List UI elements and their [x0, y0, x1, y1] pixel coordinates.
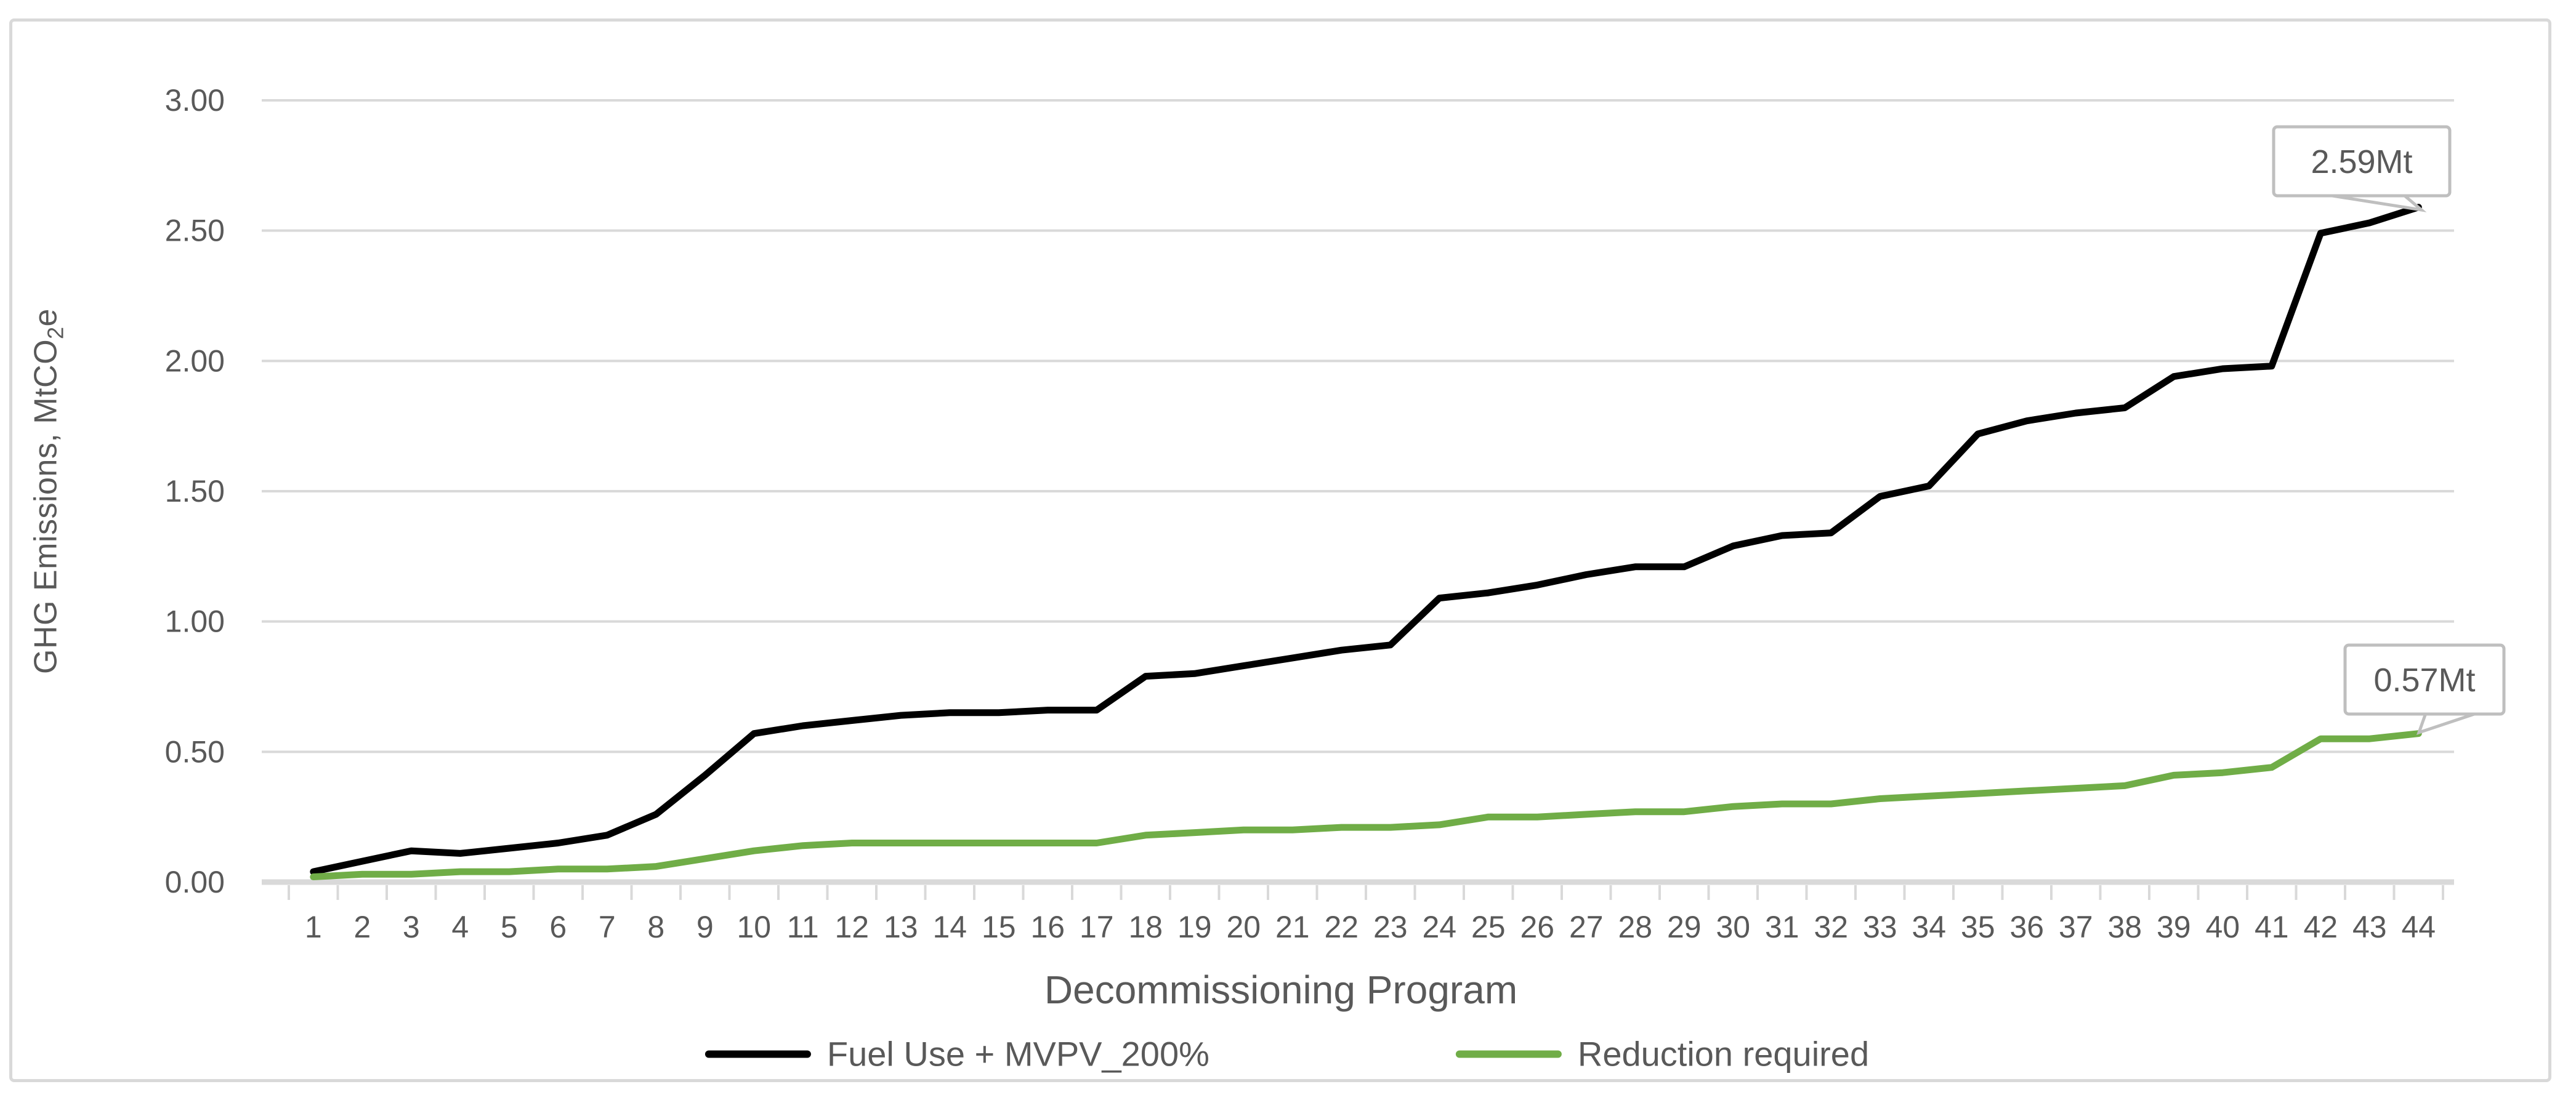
- x-tick-label: 6: [549, 910, 567, 944]
- x-tick-label: 3: [403, 910, 420, 944]
- y-tick-label: 0.00: [165, 865, 225, 899]
- x-tick-label: 21: [1275, 910, 1310, 944]
- x-tick-label: 28: [1618, 910, 1652, 944]
- x-tick-label: 29: [1667, 910, 1702, 944]
- x-tick-label: 38: [2107, 910, 2142, 944]
- x-tick-label: 11: [787, 910, 819, 944]
- legend-item-reduction-required: Reduction required: [1455, 1034, 1870, 1074]
- x-tick-label: 22: [1324, 910, 1359, 944]
- y-tick-label: 2.00: [165, 343, 225, 378]
- x-tick-label: 1: [305, 910, 322, 944]
- x-tick-label: 7: [599, 910, 616, 944]
- x-tick-label: 2: [353, 910, 371, 944]
- x-tick-label: 15: [982, 910, 1016, 944]
- x-tick-label: 33: [1863, 910, 1897, 944]
- x-tick-label: 19: [1177, 910, 1212, 944]
- legend-label-reduction-required: Reduction required: [1577, 1034, 1870, 1074]
- x-tick-label: 5: [501, 910, 518, 944]
- x-tick-label: 41: [2255, 910, 2289, 944]
- x-tick-label: 43: [2352, 910, 2387, 944]
- x-tick-label: 18: [1128, 910, 1163, 944]
- x-tick-label: 31: [1765, 910, 1799, 944]
- y-tick-label: 1.00: [165, 604, 225, 639]
- x-tick-label: 12: [834, 910, 869, 944]
- series-line-reduction-required: [310, 730, 2422, 880]
- x-tick-label: 4: [451, 910, 469, 944]
- x-tick-label: 27: [1569, 910, 1604, 944]
- x-tick-label: 20: [1226, 910, 1261, 944]
- x-tick-label: 37: [2059, 910, 2093, 944]
- x-tick-label: 30: [1716, 910, 1750, 944]
- x-tick-label: 16: [1030, 910, 1065, 944]
- y-tick-label: 2.50: [165, 214, 225, 248]
- callout-label-reduction-required: 0.57Mt: [2373, 662, 2475, 699]
- y-axis-title: GHG Emissions, MtCO2e: [27, 308, 68, 674]
- x-axis-title: Decommissioning Program: [1044, 968, 1518, 1012]
- y-axis-title-subscript: 2: [42, 326, 68, 339]
- callout-box-reduction-required: [2343, 643, 2506, 716]
- legend-label-fuel-use: Fuel Use + MVPV_200%: [826, 1034, 1209, 1074]
- x-tick-label: 10: [737, 910, 771, 944]
- legend-item-fuel-use: Fuel Use + MVPV_200%: [705, 1034, 1209, 1074]
- x-tick-label: 8: [647, 910, 664, 944]
- x-tick-label: 36: [2009, 910, 2044, 944]
- legend-line-swatch-black: [705, 1050, 811, 1058]
- legend-line-swatch-green: [1455, 1050, 1562, 1058]
- x-tick-label: 34: [1912, 910, 1946, 944]
- x-tick-label: 9: [696, 910, 714, 944]
- legend: Fuel Use + MVPV_200% Reduction required: [705, 1034, 1869, 1074]
- x-tick-label: 40: [2205, 910, 2240, 944]
- x-tick-label: 35: [1961, 910, 1995, 944]
- x-tick-label: 23: [1373, 910, 1408, 944]
- series-line-fuel-use-mvpv-200: [310, 204, 2422, 875]
- x-tick-label: 17: [1080, 910, 1114, 944]
- x-tick-label: 44: [2401, 910, 2436, 944]
- callout-label-fuel-use-mvpv-200: 2.59Mt: [2311, 143, 2412, 180]
- x-tick-label: 32: [1814, 910, 1848, 944]
- x-tick-label: 24: [1422, 910, 1456, 944]
- x-tick-label: 39: [2157, 910, 2191, 944]
- x-tick-label: 13: [884, 910, 918, 944]
- x-tick-label: 26: [1520, 910, 1554, 944]
- x-tick-label: 42: [2303, 910, 2338, 944]
- chart-frame: [9, 18, 2551, 1082]
- y-tick-label: 1.50: [165, 474, 225, 508]
- y-axis-title-text: GHG Emissions, MtCO: [28, 339, 64, 674]
- x-tick-label: 25: [1471, 910, 1506, 944]
- callout-box-fuel-use-mvpv-200: [2272, 125, 2452, 198]
- x-tick-label: 14: [932, 910, 967, 944]
- y-axis-title-suffix: e: [28, 308, 64, 327]
- y-tick-label: 3.00: [165, 83, 225, 118]
- y-tick-label: 0.50: [165, 734, 225, 769]
